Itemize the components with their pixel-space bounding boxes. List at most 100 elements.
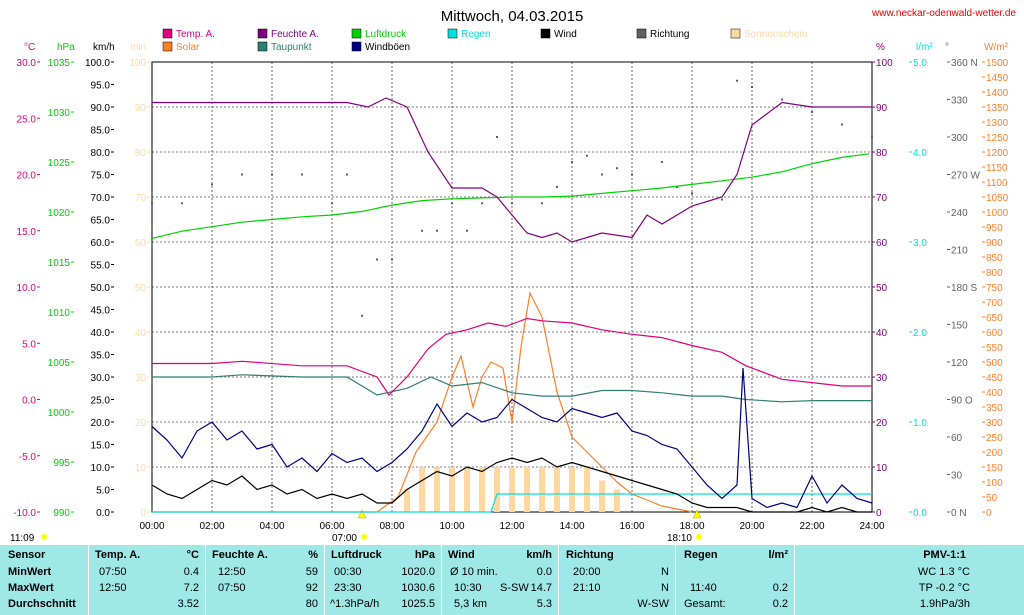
y-tick-label: 0.0 <box>96 508 110 519</box>
direction-point <box>436 229 438 232</box>
y-tick-label: -10.0 <box>13 508 36 519</box>
y-tick-label: 1035 <box>48 58 71 69</box>
direction-point <box>466 229 468 232</box>
y-tick-label: 150 <box>951 321 968 332</box>
stats-press-trend: ^1.3hPa/h <box>330 598 380 610</box>
direction-point <box>751 86 753 88</box>
series-line-windb-en <box>151 367 873 509</box>
legend-label: Temp. A. <box>176 29 215 40</box>
sunshine-bar <box>509 467 515 512</box>
legend-swatch <box>257 28 268 39</box>
y-tick-label: 15.0 <box>91 441 111 452</box>
stats-wind-max: 14.7 <box>530 582 552 594</box>
stats-press-max-time: 23:30 <box>334 582 362 594</box>
sunshine-bar <box>539 467 545 512</box>
y-tick-label: -5.0 <box>19 452 37 463</box>
y-tick-label: 1300 <box>986 118 1009 129</box>
legend-label: Feuchte A. <box>271 29 319 40</box>
x-tick-label: 02:00 <box>199 521 224 532</box>
y-tick-label: 300 <box>951 133 968 144</box>
sunshine-bar <box>419 467 425 512</box>
y-tick-label: 5.0 <box>913 58 927 69</box>
y-tick-label: 50.0 <box>91 283 111 294</box>
stats-rain-total: 0.2 <box>772 598 788 610</box>
y-tick-label: 1010 <box>48 308 71 319</box>
sunshine-bar <box>494 467 500 512</box>
y-tick-label: 80 <box>135 148 147 159</box>
y-tick-label: 30.0 <box>91 373 111 384</box>
sunshine-bar <box>479 467 485 512</box>
legend-swatch <box>447 28 458 39</box>
stats-wind-header: Wind <box>448 549 475 561</box>
stats-sensor: Sensor MinWert MaxWert Durchschnitt <box>0 545 88 615</box>
y-tick-label: 0 <box>876 508 882 519</box>
y-tick-label: 40 <box>876 328 888 339</box>
stats-press-max: 1030.6 <box>401 582 435 594</box>
y-tick-label: 990 <box>53 508 70 519</box>
legend-swatch <box>636 28 647 39</box>
stats-temp-unit: °C <box>186 549 199 561</box>
y-tick-label: 30.0 <box>17 58 37 69</box>
y-tick-label: 20.0 <box>91 418 111 429</box>
legend-swatch <box>351 28 362 39</box>
stats-wind-distance: 5,3 km <box>454 598 488 610</box>
y-tick-label: 360 N <box>951 58 978 69</box>
y-tick-label: 0.0 <box>22 396 36 407</box>
x-tick-label: 10:00 <box>439 521 464 532</box>
stats-hum-header: Feuchte A. <box>212 549 268 561</box>
y-tick-label: 60 <box>876 238 888 249</box>
chart-title: Mittwoch, 04.03.2015 <box>441 8 584 25</box>
y-tick-label: 950 <box>986 223 1003 234</box>
y-tick-label: 95.0 <box>91 81 111 92</box>
direction-point <box>331 202 333 205</box>
y-tick-label: 1050 <box>986 193 1009 204</box>
y-tick-label: 1100 <box>986 178 1008 189</box>
stats-row-label: MaxWert <box>8 582 54 594</box>
legend-swatch <box>730 28 741 39</box>
y-tick-label: 70 <box>876 193 888 204</box>
y-tick-label: 1020 <box>48 208 71 219</box>
y-tick-label: 5.0 <box>22 339 36 350</box>
y-tick-label: 750 <box>986 283 1003 294</box>
y-tick-label: 0.0 <box>913 508 927 519</box>
direction-point <box>421 229 423 232</box>
y-tick-label: 20 <box>135 418 147 429</box>
direction-point <box>601 173 603 176</box>
x-tick-label: 18:00 <box>679 521 704 532</box>
stats-press-min: 1020.0 <box>401 566 435 578</box>
y-tick-label: 80.0 <box>91 148 111 159</box>
stats-dir-avg: W-SW <box>637 598 669 610</box>
series-line-taupunkt <box>152 374 872 403</box>
direction-point <box>871 136 873 138</box>
y-tick-label: 400 <box>986 388 1003 399</box>
x-tick-label: 08:00 <box>379 521 404 532</box>
direction-point <box>376 258 378 261</box>
sunshine-bar <box>599 480 605 512</box>
y-tick-label: 1450 <box>986 73 1009 84</box>
y-tick-label: 50 <box>876 283 888 294</box>
y-tick-label: 1500 <box>986 58 1009 69</box>
sunshine-bar <box>554 467 560 512</box>
y-tick-label: 55.0 <box>91 261 111 272</box>
stats-pmv: PMV-1:1 WC 1.3 °C TP -0.2 °C 1.9hPa/3h <box>795 545 1024 615</box>
y-tick-label: 70.0 <box>91 193 111 204</box>
y-tick-label: 250 <box>986 433 1003 444</box>
stats-press-avg: 1025.5 <box>401 598 435 610</box>
legend-swatch <box>257 41 268 52</box>
legend-swatch <box>162 41 173 52</box>
x-tick-label: 06:00 <box>319 521 344 532</box>
x-tick-label: 16:00 <box>619 521 644 532</box>
axis-unit-label: min <box>130 42 146 53</box>
legend-label: Taupunkt <box>271 42 312 53</box>
stats-pmv-tp: TP -0.2 °C <box>918 582 970 594</box>
y-tick-label: 90 <box>876 103 888 114</box>
y-tick-label: 50 <box>135 283 147 294</box>
website-link[interactable]: www.neckar-odenwald-wetter.de <box>871 8 1016 19</box>
stats-direction: Richtung 20:00 21:10 N N W-SW <box>559 545 675 615</box>
series-line-luftdruck <box>151 153 870 239</box>
legend-label: Solar <box>176 42 200 53</box>
axis-unit-label: l/m² <box>916 42 933 53</box>
y-tick-label: 90 <box>135 103 147 114</box>
stats-dir-min: N <box>661 566 669 578</box>
y-tick-label: 1200 <box>986 148 1009 159</box>
